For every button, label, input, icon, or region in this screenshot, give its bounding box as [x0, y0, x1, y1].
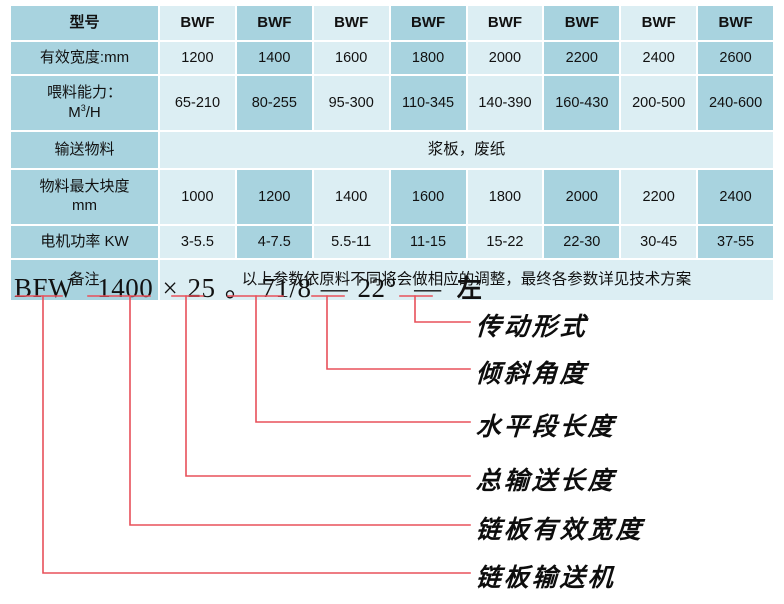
callout-label-total-length: 总输送长度 [475, 466, 617, 495]
table-cell: BWF [160, 6, 235, 40]
table-cell: 1800 [390, 42, 466, 74]
model-code-segment-width: 1400 [97, 273, 154, 303]
table-cell: 2400 [698, 170, 773, 224]
leader-line-conveyor-name [42, 295, 471, 574]
unit-per-hour: /H [85, 103, 101, 121]
model-code-segment-times: × [162, 273, 179, 303]
table-cell: 2000 [544, 170, 620, 224]
callout-label-chain-effective-width: 链板有效宽度 [475, 515, 645, 544]
model-code-segment-prefix: BFW [14, 273, 75, 303]
table-cell: 2200 [621, 170, 697, 224]
table-cell: BWF [544, 6, 620, 40]
table-row: 喂料能力： M3/H 65-210 80-255 95-300 110-345 … [11, 76, 773, 130]
table-cell: BWF [390, 6, 466, 40]
table-cell: 95-300 [313, 76, 389, 130]
table-cell: 1400 [236, 42, 312, 74]
leader-line-total-length [185, 295, 471, 477]
table-cell: BWF [313, 6, 389, 40]
feed-capacity-line2: M3/H [68, 102, 101, 121]
leader-line-horizontal-length [255, 295, 471, 423]
table-cell: 4-7.5 [236, 226, 312, 258]
table-cell: 11-15 [390, 226, 466, 258]
model-code-segment-angle: 22° [357, 273, 397, 303]
row-label-effective-width: 有效宽度:mm [11, 42, 158, 74]
callout-label-chain-conveyor: 链板输送机 [475, 563, 617, 592]
table-cell-merged-remarks: 以上参数依原料不同将会做相应的调整，最终各参数详见技术方案 [160, 260, 773, 300]
table-cell: 2600 [698, 42, 773, 74]
table-cell: 200-500 [621, 76, 697, 130]
model-code-segment-dot: 。 [224, 273, 253, 303]
model-code-expression: BFW 1400 × 25 。 71/8 — 22° — 左 [14, 266, 484, 305]
table-cell: 240-600 [698, 76, 773, 130]
table-row: 型号 BWF BWF BWF BWF BWF BWF BWF BWF [11, 6, 773, 40]
table-cell: 37-55 [698, 226, 773, 258]
table-cell: 1200 [160, 42, 235, 74]
model-code-segment-total-length: 25 [187, 273, 216, 303]
table-cell: 2000 [467, 42, 543, 74]
table-cell: BWF [621, 6, 697, 40]
table-cell: 1600 [313, 42, 389, 74]
table-cell: 30-45 [621, 226, 697, 258]
leader-line-chain-width [129, 295, 471, 526]
model-code-segment-dash1: — [320, 273, 349, 303]
table-row: 电机功率 KW 3-5.5 4-7.5 5.5-11 11-15 15-22 2… [11, 226, 773, 258]
unit-m: M [68, 103, 81, 121]
table-row: 物料最大块度 mm 1000 1200 1400 1600 1800 2000 … [11, 170, 773, 224]
table-cell: BWF [698, 6, 773, 40]
table-cell: 22-30 [544, 226, 620, 258]
table-cell: 1600 [390, 170, 466, 224]
callout-label-drive-form: 传动形式 [475, 312, 589, 341]
table-cell: 160-430 [544, 76, 620, 130]
table-body: 型号 BWF BWF BWF BWF BWF BWF BWF BWF 有效宽度:… [11, 6, 773, 300]
table-cell: 1800 [467, 170, 543, 224]
callout-label-incline-angle: 倾斜角度 [475, 359, 589, 388]
max-lump-line2: mm [72, 197, 97, 214]
table-cell: BWF [467, 6, 543, 40]
table-row: 输送物料 浆板，废纸 [11, 132, 773, 168]
table-cell: 1000 [160, 170, 235, 224]
row-label-model: 型号 [11, 6, 158, 40]
callout-label-horizontal-length: 水平段长度 [475, 412, 617, 441]
table-cell: 80-255 [236, 76, 312, 130]
row-label-max-lump-size: 物料最大块度 mm [11, 170, 158, 224]
leader-line-incline-angle [326, 295, 471, 370]
row-label-motor-power: 电机功率 KW [11, 226, 158, 258]
row-label-remarks: 备注 [11, 260, 158, 300]
table-row: 有效宽度:mm 1200 1400 1600 1800 2000 2200 24… [11, 42, 773, 74]
specification-table: 型号 BWF BWF BWF BWF BWF BWF BWF BWF 有效宽度:… [9, 4, 775, 302]
table-cell: 15-22 [467, 226, 543, 258]
table-cell: 1400 [313, 170, 389, 224]
table-cell: 2200 [544, 42, 620, 74]
model-code-segment-dash2: — [414, 273, 442, 303]
table-cell: 1200 [236, 170, 312, 224]
feed-capacity-line1: 喂料能力： [46, 83, 122, 101]
model-code-segment-horizontal: 71/8 [261, 273, 312, 303]
table-row: 备注 以上参数依原料不同将会做相应的调整，最终各参数详见技术方案 [11, 260, 773, 300]
row-label-feed-capacity: 喂料能力： M3/H [11, 76, 158, 130]
table-cell-merged-material: 浆板，废纸 [160, 132, 773, 168]
table-cell: 65-210 [160, 76, 235, 130]
unit-exponent: 3 [80, 102, 86, 113]
table-cell: 3-5.5 [160, 226, 235, 258]
table-cell: 140-390 [467, 76, 543, 130]
model-code-segment-drive: 左 [456, 274, 483, 303]
max-lump-line1: 物料最大块度 [39, 178, 130, 196]
row-label-conveyed-material: 输送物料 [11, 132, 158, 168]
table-cell: 5.5-11 [313, 226, 389, 258]
table-cell: 2400 [621, 42, 697, 74]
table-cell: BWF [236, 6, 312, 40]
table-cell: 110-345 [390, 76, 466, 130]
